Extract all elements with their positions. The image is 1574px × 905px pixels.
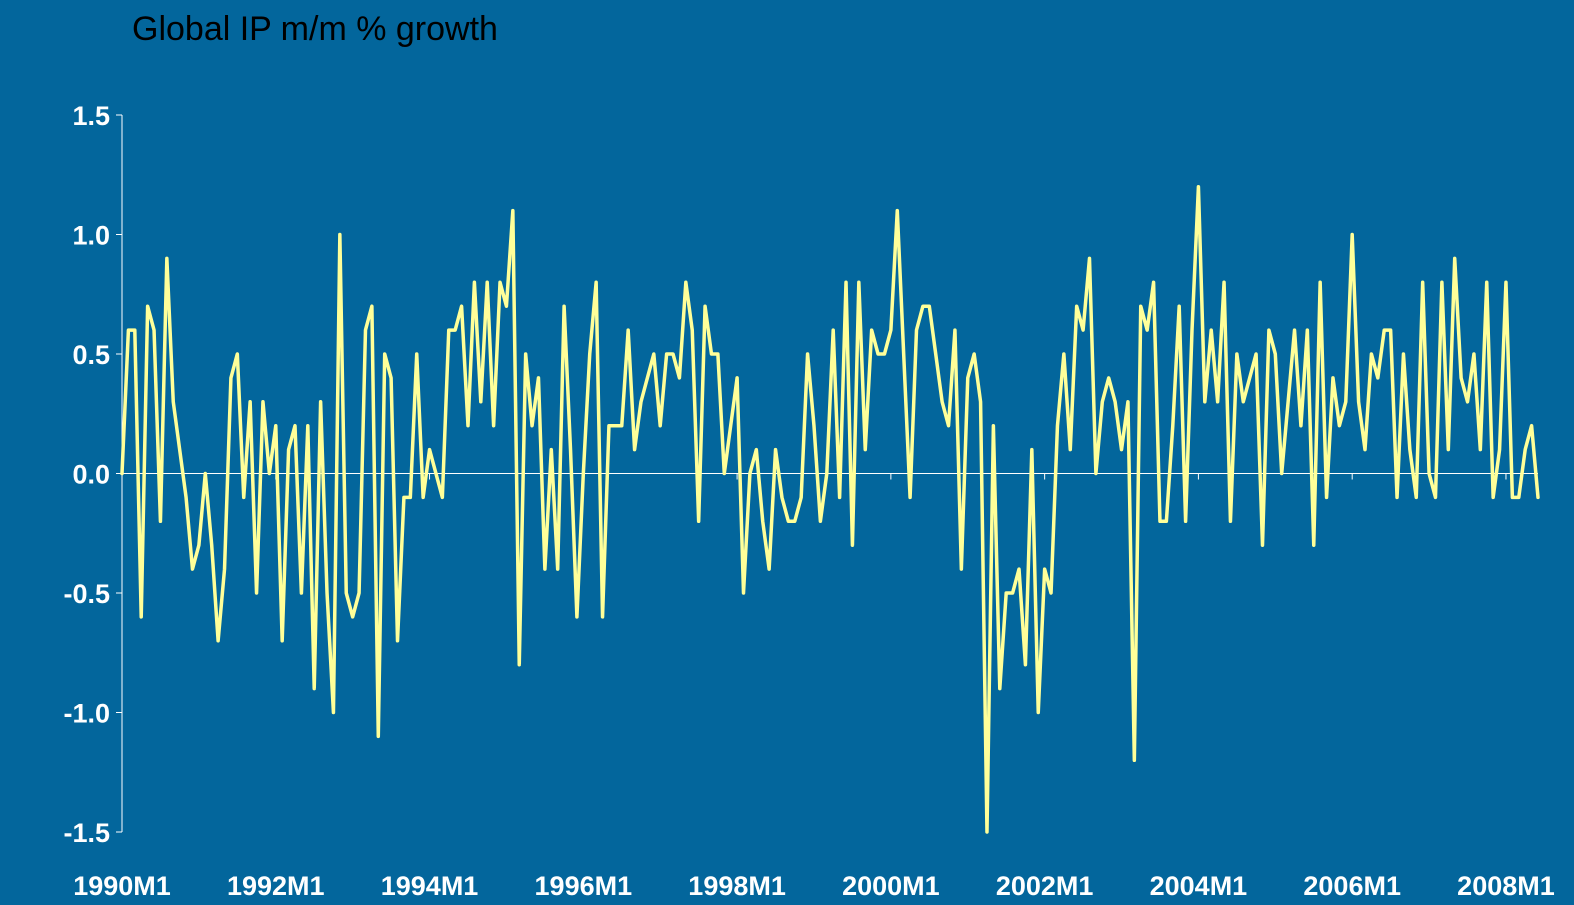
x-tick-label: 1998M1 bbox=[688, 871, 786, 901]
y-tick-label: 1.5 bbox=[72, 101, 110, 131]
x-tick-label: 1992M1 bbox=[227, 871, 325, 901]
x-tick-label: 2004M1 bbox=[1150, 871, 1248, 901]
x-tick-label: 1996M1 bbox=[535, 871, 633, 901]
y-tick-label: 0.5 bbox=[72, 340, 110, 370]
x-tick-label: 2006M1 bbox=[1303, 871, 1401, 901]
chart-title: Global IP m/m % growth bbox=[132, 10, 498, 48]
y-tick-label: -1.5 bbox=[63, 818, 110, 848]
x-tick-label: 2002M1 bbox=[996, 871, 1094, 901]
x-tick-label: 2000M1 bbox=[842, 871, 940, 901]
x-tick-label: 1994M1 bbox=[381, 871, 479, 901]
y-tick-label: 1.0 bbox=[72, 221, 110, 251]
y-tick-label: -0.5 bbox=[63, 579, 110, 609]
x-tick-label: 1990M1 bbox=[73, 871, 171, 901]
data-line bbox=[120, 184, 1540, 834]
y-tick-label: -1.0 bbox=[63, 699, 110, 729]
x-tick-label: 2008M1 bbox=[1457, 871, 1555, 901]
y-tick-label: 0.0 bbox=[72, 460, 110, 490]
